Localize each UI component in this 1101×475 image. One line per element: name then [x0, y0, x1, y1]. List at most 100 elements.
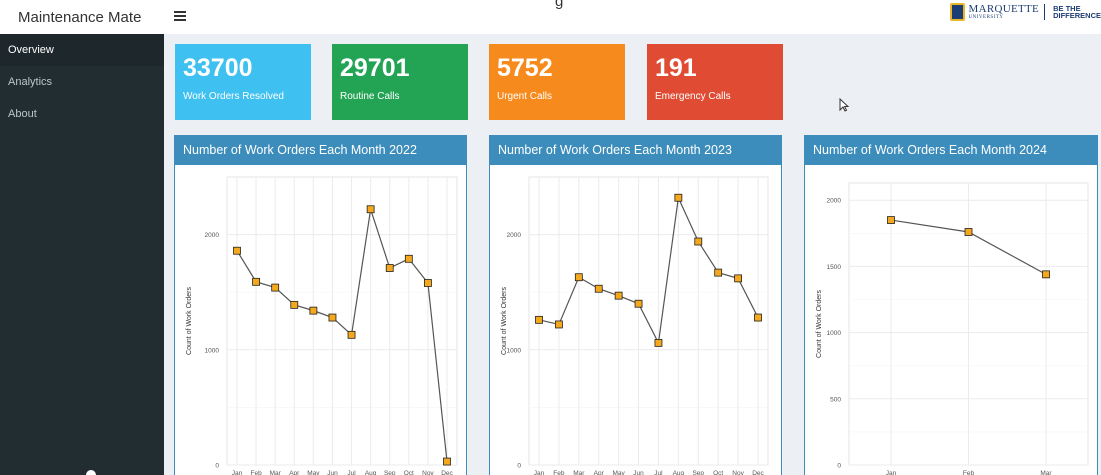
- y-tick-label: 2000: [205, 232, 220, 239]
- plot-panel: [226, 176, 458, 466]
- x-tick-label: Jan: [232, 470, 243, 475]
- x-tick-label: Jul: [347, 470, 356, 475]
- data-point: [385, 264, 394, 272]
- line-chart-2024: 0500100015002000JanFebMarMonthCount of W…: [816, 182, 1089, 475]
- data-point: [654, 338, 663, 347]
- y-tick-label: 2000: [827, 198, 842, 205]
- page-header-title: g: [555, 0, 564, 10]
- menu-toggle-icon[interactable]: [170, 6, 190, 26]
- data-point: [443, 457, 451, 466]
- shield-icon: [949, 3, 965, 21]
- x-tick-label: Aug: [673, 470, 685, 475]
- kpi-label: Routine Calls: [340, 91, 400, 102]
- data-point: [290, 300, 299, 309]
- x-tick-label: Feb: [553, 470, 565, 475]
- data-point: [404, 254, 413, 263]
- logo-tagline-1: BE THE: [1053, 3, 1081, 13]
- data-point: [634, 299, 643, 308]
- x-tick-label: Apr: [594, 470, 605, 475]
- sidebar-item-about[interactable]: About: [8, 108, 37, 120]
- data-point: [574, 273, 583, 282]
- data-point: [964, 228, 973, 236]
- data-point: [347, 330, 356, 339]
- y-tick-label: 1000: [507, 347, 522, 354]
- kpi-urgent-calls: 5752 Urgent Calls: [489, 44, 625, 120]
- sidebar-item-overview[interactable]: Overview: [0, 34, 164, 66]
- plot-panel: [528, 176, 769, 466]
- data-point: [555, 320, 563, 329]
- data-point: [734, 274, 742, 283]
- y-tick-label: 0: [837, 463, 841, 470]
- data-point: [328, 313, 337, 322]
- data-point: [694, 237, 703, 246]
- kpi-value: 191: [655, 54, 697, 82]
- y-tick-label: 2000: [507, 232, 522, 239]
- x-tick-label: Aug: [365, 470, 377, 475]
- top-header: Maintenance Mate g MARQUETTE UNIVERSITY …: [0, 0, 1101, 34]
- chart-title: Number of Work Orders Each Month 2024: [805, 135, 1097, 165]
- chart-box-2022: Number of Work Orders Each Month 2022 0 1…: [174, 135, 467, 475]
- kpi-value: 29701: [340, 54, 410, 82]
- y-axis-title: Count of Work Orders: [186, 287, 193, 355]
- x-tick-label: Dec: [441, 470, 453, 475]
- chart-title: Number of Work Orders Each Month 2022: [175, 135, 466, 165]
- y-axis-title: Count of Work Orders: [816, 290, 823, 358]
- y-tick-label: 0: [215, 463, 219, 470]
- chart-title: Number of Work Orders Each Month 2023: [490, 135, 781, 165]
- x-tick-label: Oct: [404, 470, 414, 475]
- kpi-label: Emergency Calls: [655, 91, 731, 102]
- data-point: [309, 306, 318, 315]
- logo-sub: UNIVERSITY: [968, 15, 1004, 20]
- x-tick-label: Jan: [886, 470, 897, 475]
- app-title: Maintenance Mate: [18, 8, 142, 26]
- logo-name: MARQUETTE: [968, 3, 1040, 15]
- chart-box-2023: Number of Work Orders Each Month 2023 0 1…: [489, 135, 782, 475]
- sidebar: Overview Analytics About: [0, 34, 164, 475]
- y-tick-label: 1000: [827, 330, 842, 337]
- kpi-work-orders-resolved: 33700 Work Orders Resolved: [175, 44, 311, 120]
- x-tick-label: Apr: [289, 470, 300, 475]
- data-point: [674, 193, 683, 202]
- kpi-routine-calls: 29701 Routine Calls: [332, 44, 468, 120]
- x-tick-label: Nov: [422, 470, 434, 475]
- x-tick-label: Feb: [963, 470, 975, 475]
- x-tick-label: Nov: [732, 470, 744, 475]
- data-point: [594, 284, 603, 293]
- line-chart-2023: 0 1000 2000 Jan Feb Mar Apr May Jun Jul Aug Sep Oct N…: [501, 176, 769, 475]
- data-point: [366, 205, 375, 214]
- x-tick-label: Sep: [384, 470, 396, 475]
- kpi-label: Urgent Calls: [497, 91, 553, 102]
- chart-box-2024: Number of Work Orders Each Month 2024 0 5…: [804, 135, 1098, 475]
- line-chart-2022: 0 1000 2000 Jan Feb Mar Apr May Jun Jul Aug Sep Oct N…: [186, 176, 458, 475]
- x-tick-label: Feb: [250, 470, 262, 475]
- x-tick-label: May: [307, 470, 320, 475]
- data-point: [754, 313, 762, 322]
- data-point: [614, 291, 623, 300]
- decorative-dot: [86, 470, 96, 475]
- data-point: [535, 315, 543, 324]
- logo-tagline-2: DIFFERENCE: [1053, 11, 1101, 20]
- sidebar-item-analytics[interactable]: Analytics: [8, 76, 53, 88]
- x-tick-label: Sep: [692, 470, 704, 475]
- x-tick-label: Mar: [573, 470, 585, 475]
- data-point: [252, 277, 260, 286]
- x-tick-label: Jun: [633, 470, 644, 475]
- y-tick-label: 1000: [205, 347, 220, 354]
- x-tick-label: May: [612, 470, 625, 475]
- x-tick-label: Oct: [713, 470, 723, 475]
- y-axis-title: Count of Work Orders: [501, 287, 508, 355]
- data-point: [271, 283, 280, 292]
- y-tick-label: 500: [830, 396, 841, 403]
- mouse-pointer-icon: [839, 98, 849, 112]
- kpi-value: 5752: [497, 54, 553, 82]
- x-tick-label: Jun: [327, 470, 338, 475]
- x-tick-label: Jan: [534, 470, 545, 475]
- data-point: [1042, 270, 1050, 279]
- y-tick-label: 1500: [827, 264, 842, 271]
- x-tick-label: Jul: [654, 470, 663, 475]
- x-tick-label: Mar: [270, 470, 282, 475]
- kpi-emergency-calls: 191 Emergency Calls: [647, 44, 783, 120]
- y-tick-label: 0: [517, 463, 521, 470]
- data-point: [233, 246, 241, 255]
- data-point: [714, 268, 723, 277]
